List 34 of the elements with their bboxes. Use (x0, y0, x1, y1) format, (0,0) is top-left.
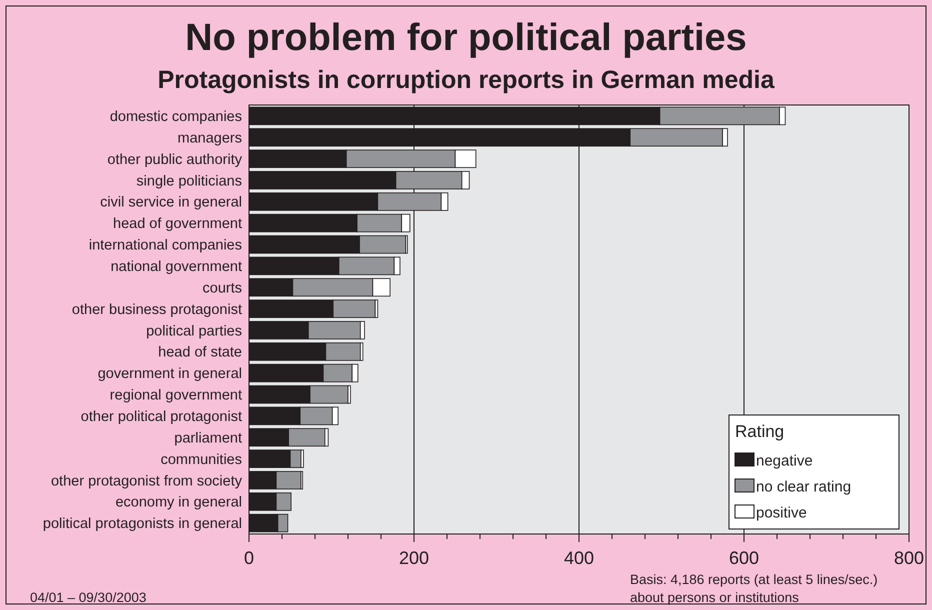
x-tick-label: 200 (398, 548, 430, 568)
y-tick-label: civil service in general (100, 194, 242, 211)
y-tick-label: government in general (98, 366, 242, 382)
x-tick-label: 0 (244, 548, 254, 568)
y-tick-label: other business protagonist (72, 302, 242, 318)
y-tick-label: other protagonist from society (50, 473, 243, 490)
legend-label: negative (756, 452, 813, 470)
y-tick-label: single politicians (136, 173, 242, 190)
y-tick-label: political protagonists in general (42, 516, 242, 532)
chart-subtitle: Protagonists in corruption reports in German media (158, 66, 776, 94)
y-tick-label: political parties (146, 323, 242, 340)
y-tick-label: domestic companies (110, 109, 242, 126)
text: about persons or institutions (630, 590, 800, 605)
y-tick-label: head of government (113, 216, 242, 232)
y-tick-label: courts (202, 280, 242, 296)
x-tick-label: 400 (564, 548, 594, 568)
y-tick-label: head of state (158, 344, 242, 361)
legend-title: Rating (735, 422, 784, 441)
text: 04/01 – 09/30/2003 (30, 590, 146, 605)
y-tick-label: managers (178, 130, 242, 146)
y-tick-label: other public authority (107, 152, 243, 168)
y-tick-label: international companies (88, 238, 242, 254)
y-tick-label: regional government (110, 388, 242, 404)
legend-label: positive (756, 504, 807, 522)
text: Basis: 4,186 reports (at least 5 lines/sec.) (630, 572, 878, 587)
y-tick-label: other political protagonist (80, 409, 242, 426)
y-tick-label: national government (110, 259, 242, 276)
x-tick-label: 600 (728, 548, 760, 568)
x-tick-label: 800 (894, 548, 924, 568)
chart-title: No problem for political parties (185, 17, 747, 59)
legend-label: no clear rating (756, 478, 852, 496)
y-tick-label: communities (160, 452, 242, 468)
y-tick-label: parliament (174, 430, 242, 446)
y-tick-label: economy in general (115, 494, 242, 511)
